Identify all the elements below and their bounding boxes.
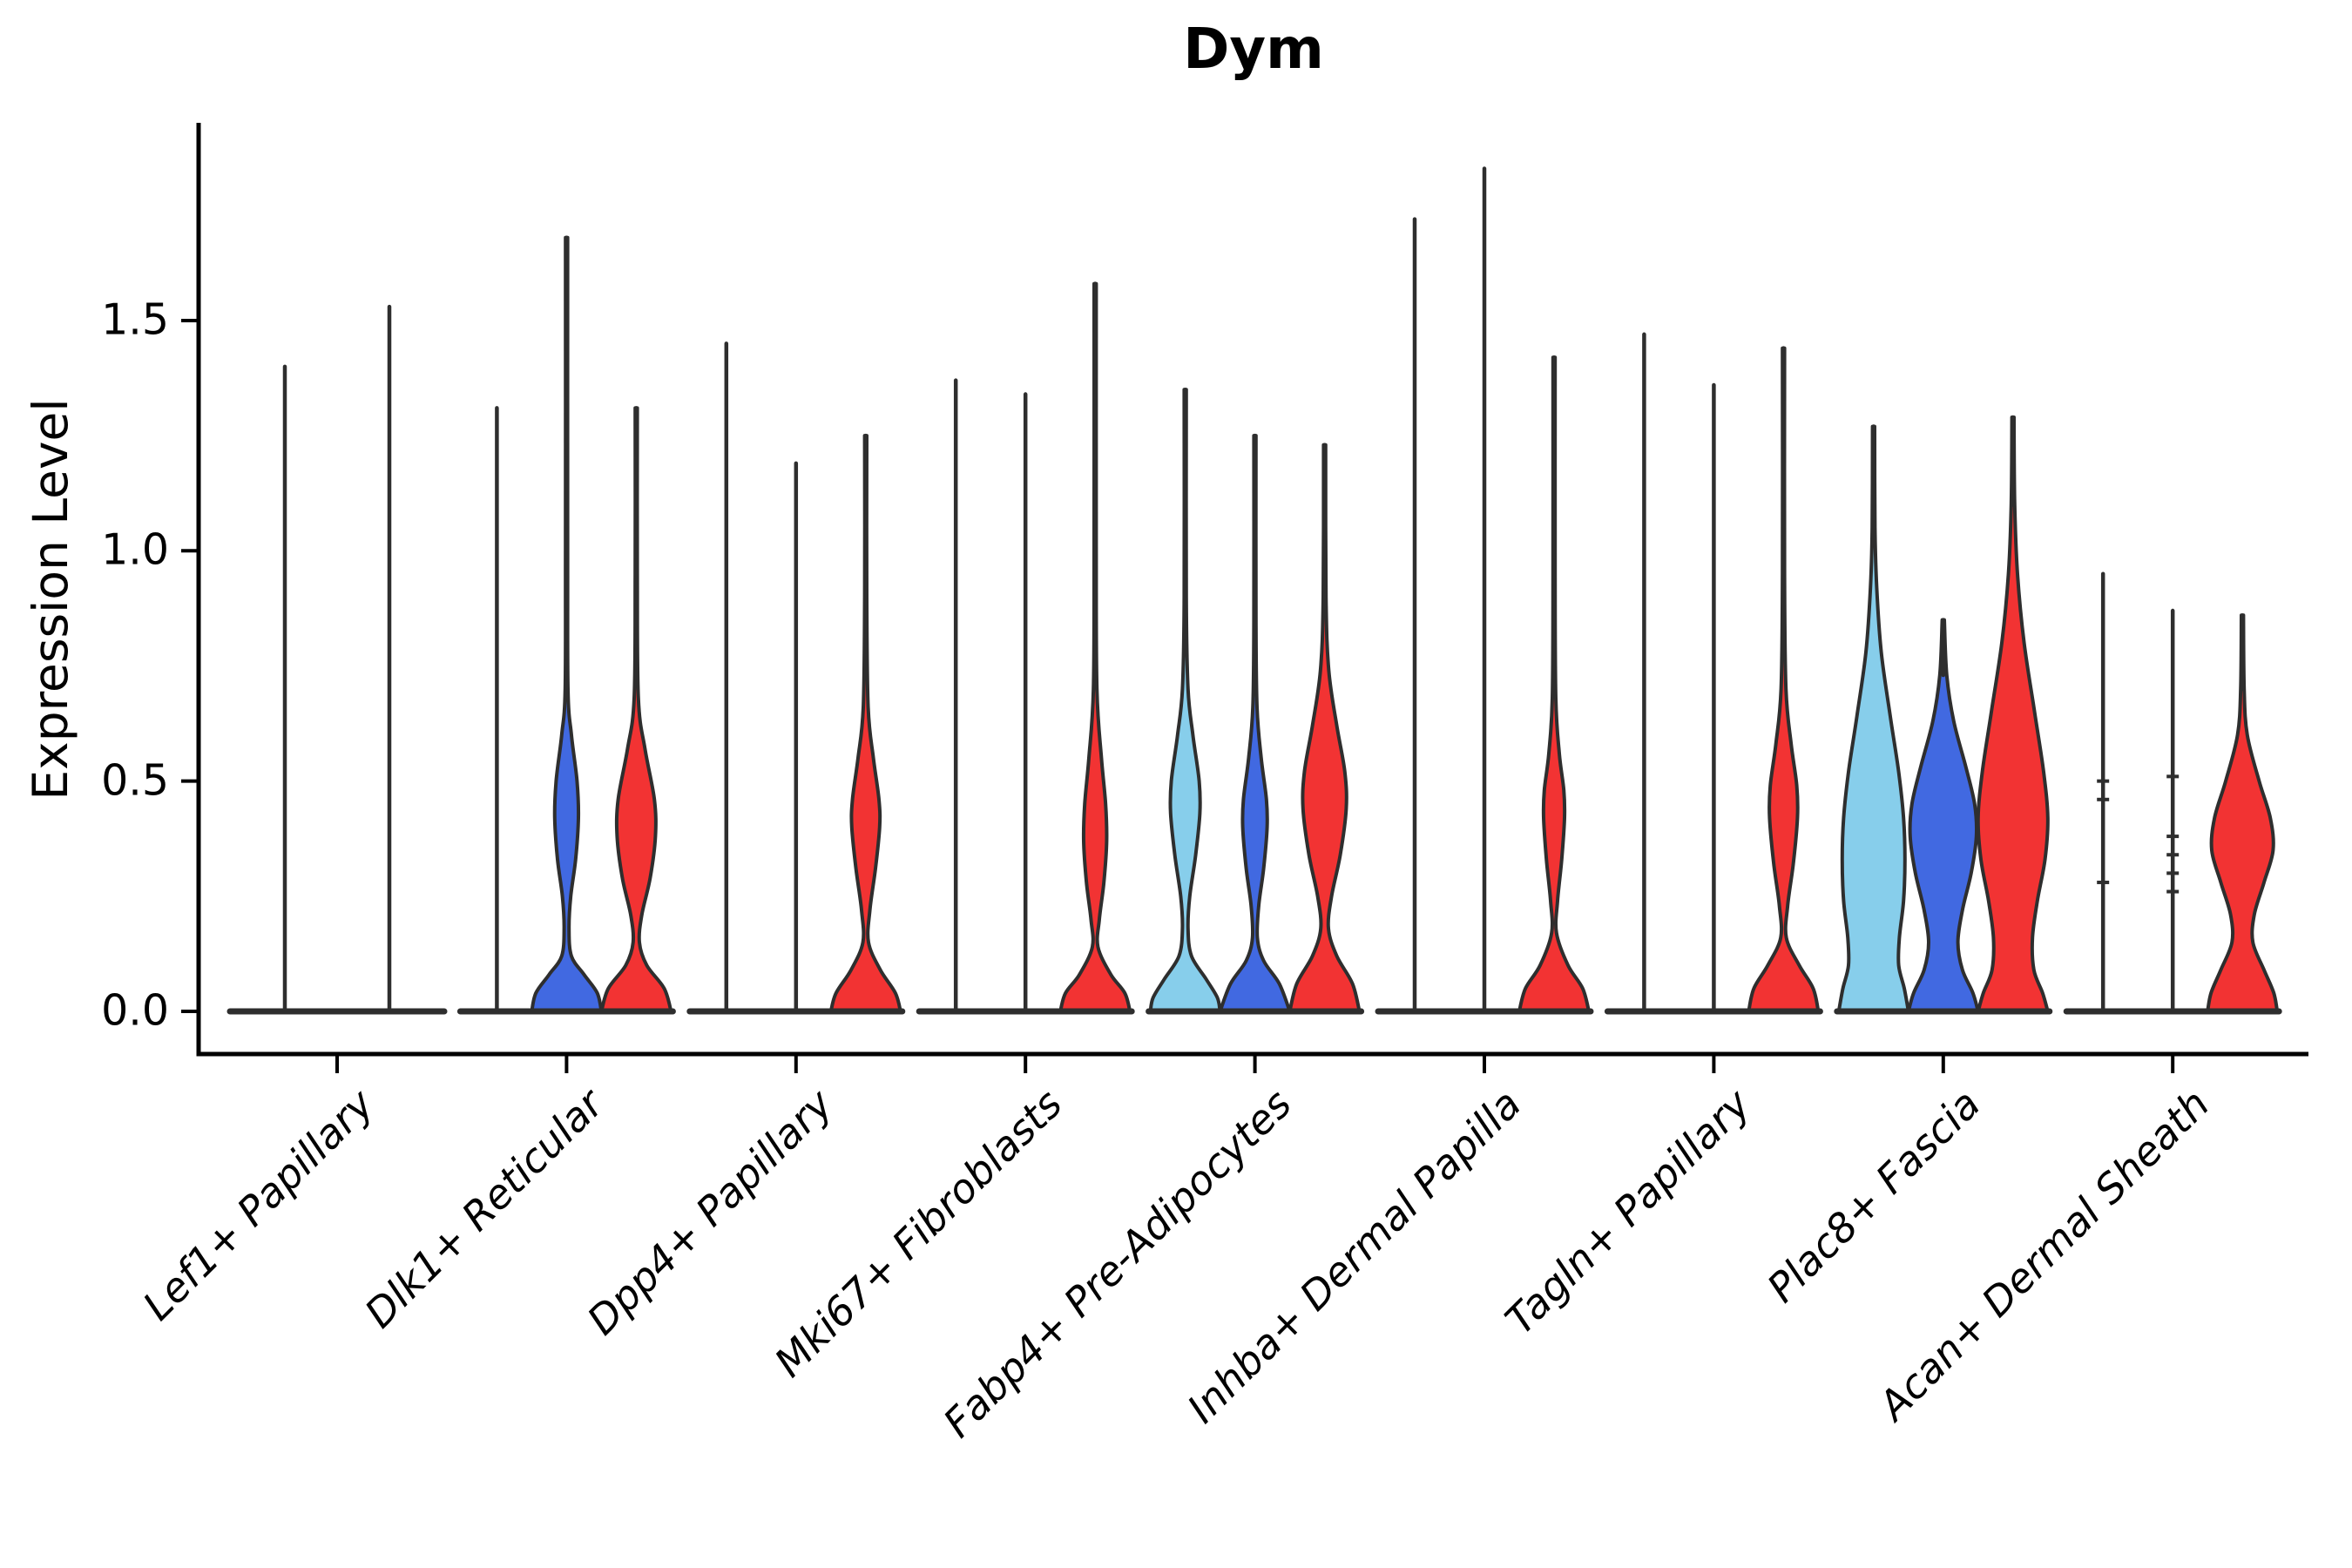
chart-title: Dym — [1183, 17, 1324, 82]
y-tick-label: 1.5 — [101, 294, 169, 345]
violin-blue — [1906, 618, 1980, 1013]
y-tick-label: 1.0 — [101, 524, 169, 575]
y-axis-label: Expression Level — [23, 398, 78, 801]
y-tick-label: 0.5 — [101, 755, 169, 806]
y-tick-label: 0.0 — [101, 985, 169, 1036]
